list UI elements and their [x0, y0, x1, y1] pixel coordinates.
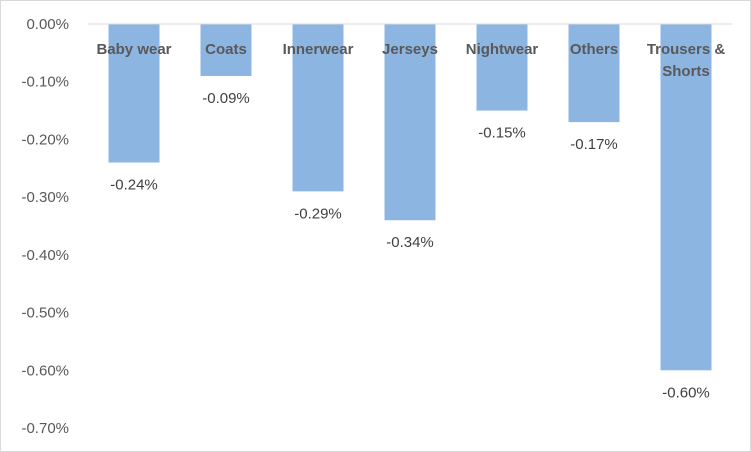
category-label: Trousers & Shorts — [647, 41, 726, 80]
data-labels: -0.24% -0.09% -0.29% -0.34% -0.15% -0.17% -0.6… — [110, 90, 710, 401]
y-tick-label: -0.20% — [21, 131, 69, 148]
bar — [292, 24, 344, 192]
category-labels: Baby wear Coats Innerwear Jerseys Nightwear O… — [96, 41, 725, 80]
bar — [108, 24, 160, 163]
category-label: Jerseys — [382, 41, 438, 58]
bar — [200, 24, 252, 76]
bar-series — [108, 24, 712, 371]
data-label: -0.60% — [662, 384, 710, 401]
y-tick-label: -0.70% — [21, 420, 69, 437]
bar — [384, 24, 436, 221]
data-label: -0.15% — [478, 125, 526, 142]
data-label: -0.34% — [386, 234, 434, 251]
y-tick-label: -0.30% — [21, 189, 69, 206]
data-label: -0.29% — [294, 205, 342, 222]
y-tick-label: 0.00% — [26, 16, 69, 33]
category-label: Baby wear — [96, 41, 171, 58]
y-axis-tick-labels: 0.00% -0.10% -0.20% -0.30% -0.40% -0.50% -0.60… — [21, 16, 69, 437]
category-label: Coats — [205, 41, 247, 58]
bar — [568, 24, 620, 123]
bar — [476, 24, 528, 111]
data-label: -0.24% — [110, 177, 158, 194]
y-tick-label: -0.40% — [21, 247, 69, 264]
category-label: Innerwear — [283, 41, 354, 58]
y-tick-label: -0.10% — [21, 74, 69, 91]
category-label: Nightwear — [466, 41, 539, 58]
bar — [660, 24, 712, 371]
data-label: -0.17% — [570, 136, 618, 153]
y-tick-label: -0.50% — [21, 305, 69, 322]
category-label: Others — [570, 41, 618, 58]
data-label: -0.09% — [202, 90, 250, 107]
y-tick-label: -0.60% — [21, 362, 69, 379]
